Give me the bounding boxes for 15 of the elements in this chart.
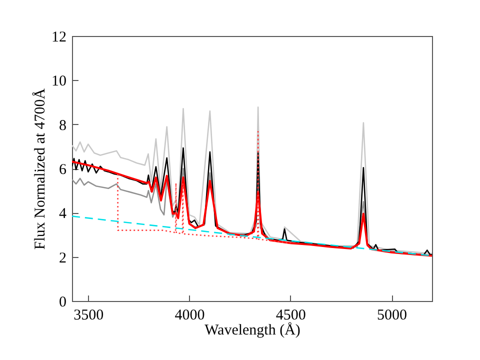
x-tick-label: 5000	[377, 308, 408, 324]
y-tick-label: 8	[59, 118, 66, 134]
line-series	[72, 106, 432, 254]
y-tick-label: 4	[59, 206, 67, 222]
line-series	[117, 130, 292, 244]
x-axis-title: Wavelength (Å)	[204, 322, 300, 338]
x-tick-label: 3500	[74, 308, 104, 324]
y-tick-label: 2	[59, 250, 66, 266]
x-tick-label: 4500	[276, 308, 306, 324]
y-tick-label: 10	[52, 74, 66, 90]
y-tick-label: 12	[52, 30, 66, 46]
x-tick-label: 4000	[174, 308, 205, 324]
y-axis-title: Flux Normalized at 4700Å	[32, 88, 48, 250]
y-tick-label: 6	[59, 162, 67, 178]
y-tick-label: 0	[59, 294, 66, 310]
